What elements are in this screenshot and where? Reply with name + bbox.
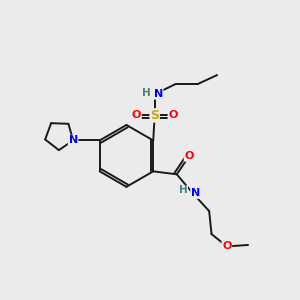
- Text: H: H: [142, 88, 151, 98]
- Text: H: H: [179, 185, 188, 196]
- Text: S: S: [150, 109, 159, 122]
- Text: O: O: [222, 242, 232, 251]
- Text: O: O: [168, 110, 178, 120]
- Text: N: N: [154, 89, 163, 99]
- Text: O: O: [132, 110, 141, 120]
- Text: N: N: [68, 135, 78, 146]
- Text: N: N: [191, 188, 200, 198]
- Text: O: O: [184, 151, 194, 161]
